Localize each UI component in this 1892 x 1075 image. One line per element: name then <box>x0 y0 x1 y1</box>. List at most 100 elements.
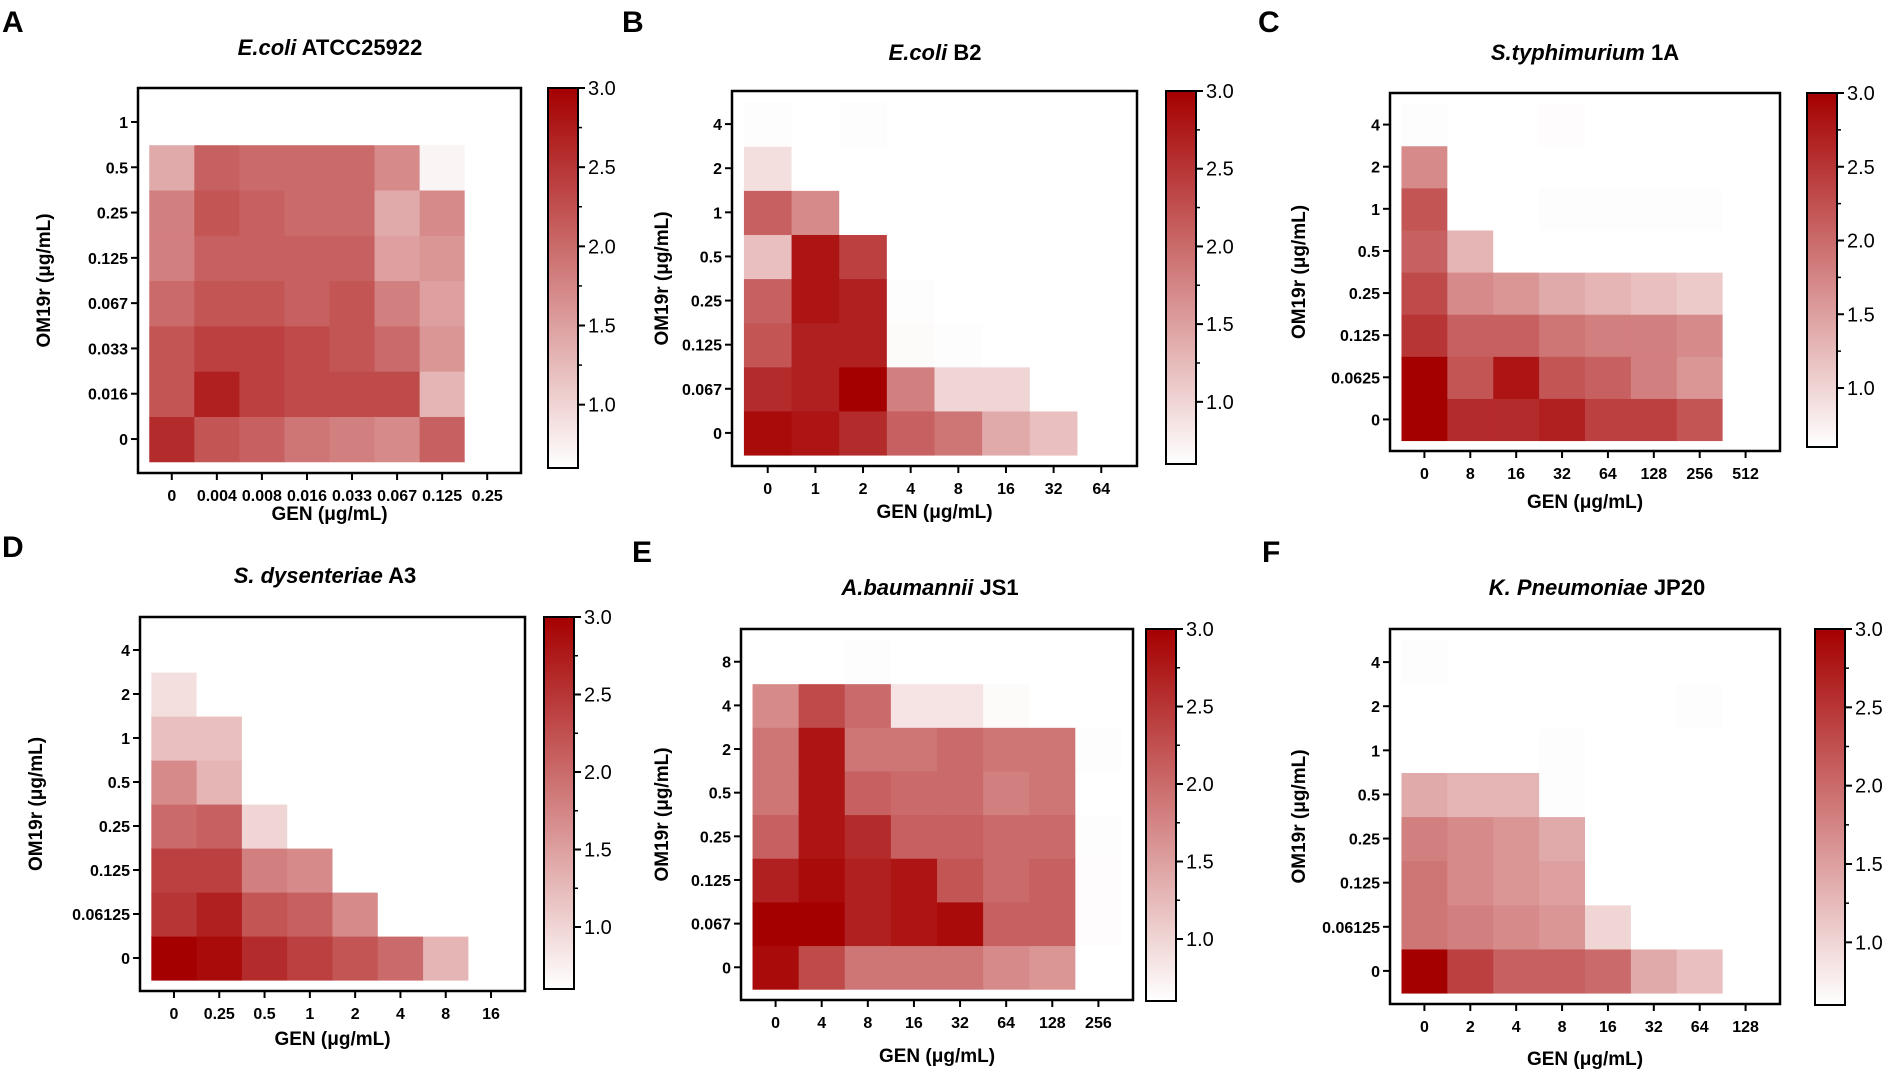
heatmap-cell <box>937 814 984 859</box>
heatmap-cell <box>886 322 936 368</box>
heatmap-cell <box>332 804 379 849</box>
heatmap-cell <box>464 144 511 191</box>
heatmap-cell <box>934 234 983 280</box>
heatmap-cell <box>1029 234 1079 280</box>
heatmap-cell <box>1585 187 1632 231</box>
heatmap-cell <box>419 189 466 236</box>
heatmap-cell <box>890 683 938 728</box>
heatmap-cell <box>1539 145 1586 189</box>
heatmap-panel-b: B E.coli B2 0 1 2 4 8 16 32 64 0 0.067 0.125 0.25 0.5 1… <box>622 6 1234 523</box>
heatmap-cell <box>423 672 469 717</box>
chart-title: E.coli ATCC25922 <box>238 35 423 60</box>
x-tick-label: 8 <box>1466 466 1475 483</box>
heatmap-cell <box>149 325 195 372</box>
heatmap-cell <box>1585 772 1632 818</box>
heatmap-cell <box>983 901 1030 947</box>
y-tick-label: 4 <box>1371 118 1380 135</box>
heatmap-cell <box>287 716 334 761</box>
heatmap-cell <box>149 416 195 463</box>
heatmap-cell <box>983 814 1030 859</box>
y-tick-label: 0 <box>119 432 128 449</box>
heatmap-cell <box>1075 858 1123 903</box>
heatmap-cell <box>1075 814 1123 859</box>
heatmap-cell <box>983 639 1030 685</box>
heatmap-cell <box>1077 366 1126 412</box>
y-tick-label: 0.067 <box>682 382 722 399</box>
plot-frame <box>1388 627 1782 1006</box>
heatmap-cell <box>743 322 793 368</box>
heatmap-cell <box>196 760 243 805</box>
heatmap-cell <box>1585 229 1632 273</box>
colorbar-tick-label: 1.5 <box>1855 854 1883 876</box>
heatmap-cell <box>1077 146 1126 191</box>
heatmap-cell <box>752 639 800 685</box>
heatmap-cell <box>886 278 936 324</box>
x-tick-label: 0.016 <box>287 488 327 505</box>
chart-title-species: S.typhimurium <box>1491 40 1645 65</box>
heatmap-cell <box>1447 103 1494 147</box>
heatmap-cell <box>1676 816 1724 862</box>
y-tick-label: 0.125 <box>88 251 128 268</box>
heatmap-cell <box>1029 770 1076 816</box>
heatmap-cell <box>1493 860 1540 906</box>
panel-letter: A <box>2 6 24 39</box>
heatmap-cell <box>982 146 1031 191</box>
heatmap-cell <box>423 760 469 805</box>
heatmap-cell <box>149 280 195 327</box>
heatmap-cell <box>1447 356 1494 399</box>
heatmap-cell <box>791 410 840 456</box>
heatmap-cell <box>464 189 511 236</box>
heatmap-cell <box>329 235 376 282</box>
heatmap-cell <box>1029 366 1079 412</box>
heatmap-cell <box>1493 103 1540 147</box>
heatmap-cell <box>890 814 938 859</box>
x-tick-label: 0 <box>170 1006 179 1023</box>
heatmap-cell <box>374 371 421 417</box>
heatmap-cell <box>284 189 331 236</box>
plot-frame <box>136 86 523 475</box>
colorbar-tick-label: 2.0 <box>584 762 612 784</box>
x-axis-label: GEN (μg/mL) <box>271 504 387 525</box>
x-tick-label: 2 <box>1466 1019 1475 1036</box>
heatmap-cell <box>1585 314 1632 357</box>
heatmap-cell <box>1077 234 1126 280</box>
heatmap-cell <box>239 280 286 327</box>
y-tick-label: 4 <box>722 698 731 715</box>
y-tick-label: 0.067 <box>691 917 731 934</box>
heatmap-cell <box>374 280 421 327</box>
heatmap-cell <box>377 760 424 805</box>
heatmap-cell <box>886 190 936 235</box>
x-tick-label: 0.033 <box>332 488 372 505</box>
heatmap-cell <box>844 727 892 772</box>
heatmap-cell <box>1447 948 1494 994</box>
chart-title-species: A.baumannii <box>840 575 974 600</box>
x-tick-label: 4 <box>817 1015 826 1032</box>
heatmap-cell <box>1585 904 1632 950</box>
heatmap-cell <box>1493 398 1540 442</box>
heatmap-cell <box>1630 860 1678 906</box>
x-tick-label: 128 <box>1732 1019 1759 1036</box>
heatmap-cell <box>1493 816 1540 862</box>
heatmap-cell <box>329 99 376 146</box>
heatmap-cell <box>241 716 288 761</box>
heatmap-cell <box>1722 356 1770 399</box>
heatmap-cell <box>1630 948 1678 994</box>
plot-frame <box>1388 91 1782 453</box>
heatmap-cell <box>1630 356 1678 399</box>
heatmap-cell <box>1722 229 1770 273</box>
heatmap-cell <box>377 804 424 849</box>
heatmap-cell <box>149 99 195 146</box>
y-axis-label: OM19r (μg/mL) <box>26 737 47 871</box>
x-tick-label: 2 <box>859 481 868 498</box>
heatmap-cell <box>149 189 195 236</box>
y-tick-label: 0 <box>722 960 731 977</box>
heatmap-cell <box>377 936 424 981</box>
heatmap-cell <box>1676 398 1724 442</box>
heatmap-cell <box>1630 229 1678 273</box>
y-tick-label: 1 <box>121 731 130 748</box>
heatmap-cell <box>1676 356 1724 399</box>
x-tick-label: 256 <box>1686 466 1713 483</box>
heatmap-cell <box>1401 356 1448 399</box>
chart-title-species: E.coli <box>889 40 949 65</box>
heatmap-cell <box>1077 102 1126 147</box>
